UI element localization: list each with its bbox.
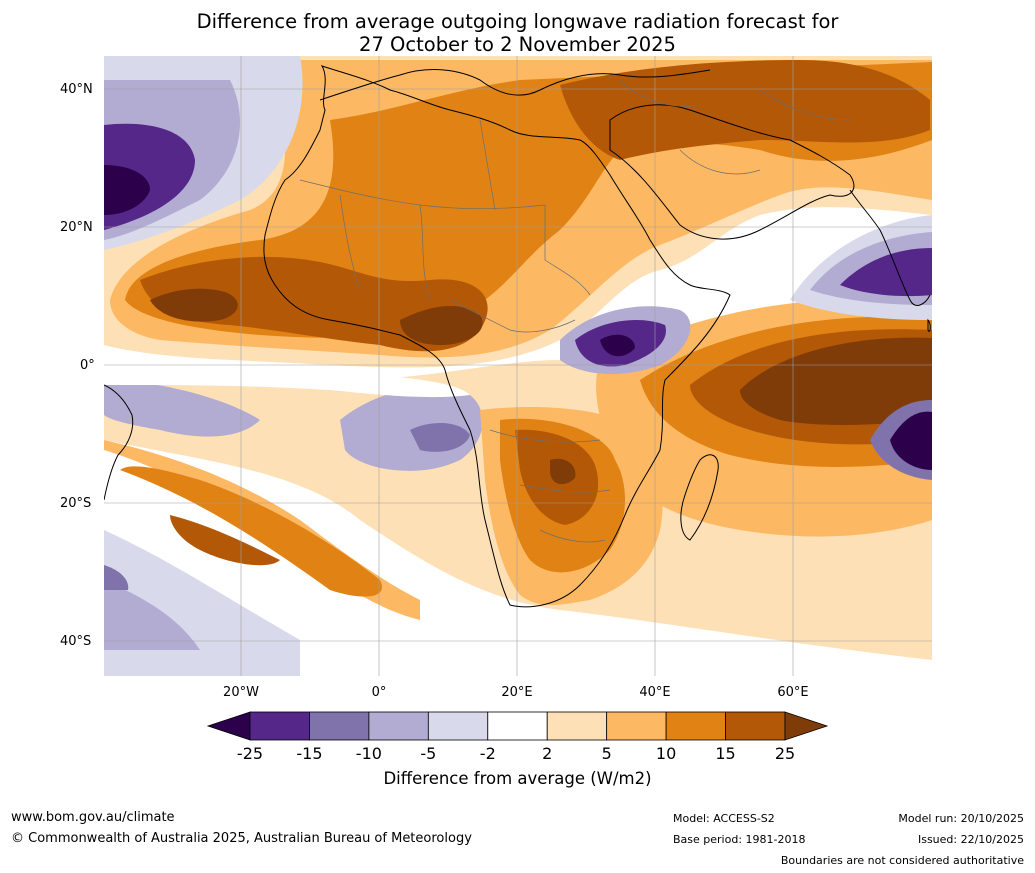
colorbar-tick-label: -25 — [236, 744, 264, 763]
colorbar-tick-label: 25 — [774, 744, 796, 763]
anomaly-region — [104, 365, 470, 398]
country-boundaries — [299, 79, 851, 543]
colorbar-title: Difference from average (W/m2) — [383, 769, 652, 788]
chart-title: Difference from average outgoing longwav… — [0, 10, 1035, 56]
model-name: Model: ACCESS-S2 — [673, 812, 775, 825]
europe-coastline — [319, 69, 711, 101]
srilanka-coastline — [927, 318, 931, 332]
anomaly-region — [104, 165, 150, 215]
y-tick-label: 40°S — [60, 634, 92, 649]
chart-title-line1: Difference from average outgoing longwav… — [196, 10, 839, 33]
anomaly-region — [410, 423, 470, 452]
website-link[interactable]: www.bom.gov.au/climate — [11, 810, 175, 825]
anomaly-region — [140, 256, 488, 352]
madagascar-coastline — [680, 454, 719, 541]
anomaly-region — [560, 60, 930, 160]
south-america-coastline — [104, 384, 134, 501]
x-tick-label: 40°E — [639, 685, 671, 700]
chart-title-line2: 27 October to 2 November 2025 — [359, 33, 676, 56]
anomaly-region — [550, 458, 576, 485]
x-tick-label: 20°E — [501, 685, 533, 700]
colorbar-tick-label: -2 — [479, 744, 496, 763]
x-tick-label: 60°E — [777, 685, 809, 700]
anomaly-region — [840, 248, 932, 297]
anomaly-region — [600, 334, 635, 357]
anomaly-region — [104, 380, 260, 437]
y-tick-label: 20°N — [60, 220, 93, 235]
colorbar-tick-label: 15 — [715, 744, 736, 763]
colorbar-tick-label: 10 — [655, 744, 677, 763]
graticule — [104, 56, 932, 676]
colorbar-tick-label: -15 — [296, 744, 323, 763]
model-run-date: Model run: 20/10/2025 — [898, 812, 1024, 825]
anomaly-region — [104, 580, 200, 650]
anomaly-region — [120, 466, 382, 597]
boundaries-disclaimer: Boundaries are not considered authoritat… — [780, 854, 1024, 867]
colorbar-tick-label: 2 — [542, 744, 553, 763]
y-tick-label: 40°N — [60, 82, 93, 97]
x-tick-label: 0° — [371, 685, 387, 700]
anomaly-region — [740, 337, 932, 425]
arabia-coastline — [609, 104, 855, 240]
anomaly-region — [890, 411, 932, 470]
colorbar-tick-label: -5 — [420, 744, 437, 763]
africa-coastline — [263, 65, 731, 608]
y-tick-label: 0° — [80, 358, 95, 373]
x-tick-label: 20°W — [223, 685, 259, 700]
anomaly-region — [104, 565, 129, 590]
india-coastline — [849, 189, 931, 306]
colorbar-tick-label: -10 — [355, 744, 382, 763]
base-period: Base period: 1981-2018 — [673, 833, 806, 846]
issued-date: Issued: 22/10/2025 — [917, 833, 1024, 846]
anomaly-region — [400, 305, 483, 345]
copyright-text: © Commonwealth of Australia 2025, Austra… — [11, 831, 472, 846]
colorbar-tick-label: 5 — [601, 744, 612, 763]
anomaly-region — [150, 288, 238, 322]
y-tick-label: 20°S — [60, 496, 92, 511]
anomaly-region — [170, 515, 280, 566]
